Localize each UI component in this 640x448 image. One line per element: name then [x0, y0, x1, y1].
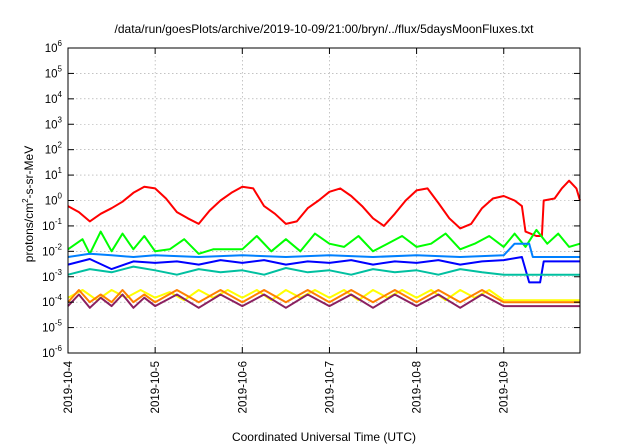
series-line-2	[67, 228, 581, 255]
series-line-1	[67, 179, 581, 237]
y-tick-base: 10	[45, 145, 58, 157]
y-axis-label: protons/cm2-s-sr-MeV	[21, 146, 36, 262]
y-tick-exponent: 2	[58, 141, 63, 150]
y-tick-base: 10	[42, 221, 55, 233]
series-lines	[67, 179, 581, 309]
y-tick-exponent: -6	[55, 344, 63, 353]
y-tick-base: 10	[42, 246, 55, 258]
y-tick-label: 100	[45, 192, 63, 208]
x-tick-label: 2019-10-6	[237, 361, 249, 413]
y-tick-base: 10	[45, 68, 58, 80]
x-tick-label: 2019-10-7	[324, 361, 336, 413]
x-tick-label: 2019-10-5	[150, 361, 162, 413]
y-tick-exponent: -4	[55, 293, 63, 302]
chart-title: /data/run/goesPlots/archive/2019-10-09/2…	[115, 22, 535, 36]
y-axis-label-sup: 2	[21, 198, 30, 203]
y-tick-base: 10	[42, 323, 55, 335]
x-axis-label: Coordinated Universal Time (UTC)	[232, 430, 416, 444]
y-tick-base: 10	[42, 297, 55, 309]
y-tick-base: 10	[42, 348, 55, 360]
y-axis-label-suffix: -s-sr-MeV	[22, 146, 36, 199]
y-tick-label: 105	[45, 64, 63, 80]
y-tick-label: 106	[45, 39, 63, 55]
y-tick-exponent: 3	[58, 115, 63, 124]
y-tick-exponent: -2	[55, 242, 63, 251]
y-tick-label: 101	[45, 166, 63, 182]
series-line-7	[67, 289, 580, 304]
x-tick-label: 2019-10-9	[499, 361, 511, 413]
y-tick-label: 10-1	[42, 217, 62, 233]
y-tick-base: 10	[45, 119, 58, 131]
axis-ticks: 10-610-510-410-310-210-11001011021031041…	[42, 39, 580, 413]
y-tick-base: 10	[45, 170, 58, 182]
y-tick-base: 10	[45, 94, 58, 106]
y-axis-label-prefix: protons/cm	[22, 203, 36, 262]
grid-lines	[68, 48, 580, 353]
y-tick-exponent: 5	[58, 64, 63, 73]
y-tick-exponent: -3	[55, 268, 63, 277]
x-tick-label: 2019-10-4	[63, 360, 75, 413]
y-tick-label: 10-4	[42, 293, 62, 309]
y-tick-base: 10	[42, 272, 55, 284]
y-tick-exponent: 1	[58, 166, 63, 175]
y-tick-label: 104	[45, 90, 63, 106]
series-line-4	[67, 256, 580, 284]
y-tick-label: 10-5	[42, 319, 62, 335]
y-tick-exponent: 6	[58, 39, 63, 48]
series-line-8	[67, 293, 580, 309]
x-tick-label: 2019-10-8	[412, 361, 424, 413]
y-tick-label: 10-2	[42, 242, 62, 258]
y-tick-label: 102	[45, 141, 63, 157]
series-line-3	[67, 242, 580, 258]
y-tick-exponent: -1	[55, 217, 63, 226]
y-tick-exponent: -5	[55, 319, 63, 328]
y-tick-exponent: 4	[58, 90, 63, 99]
y-tick-base: 10	[45, 43, 58, 55]
y-tick-exponent: 0	[58, 192, 63, 201]
y-tick-base: 10	[45, 196, 58, 208]
series-line-5	[67, 265, 580, 276]
y-tick-label: 103	[45, 115, 63, 131]
y-tick-label: 10-3	[42, 268, 62, 284]
y-tick-label: 10-6	[42, 344, 62, 360]
